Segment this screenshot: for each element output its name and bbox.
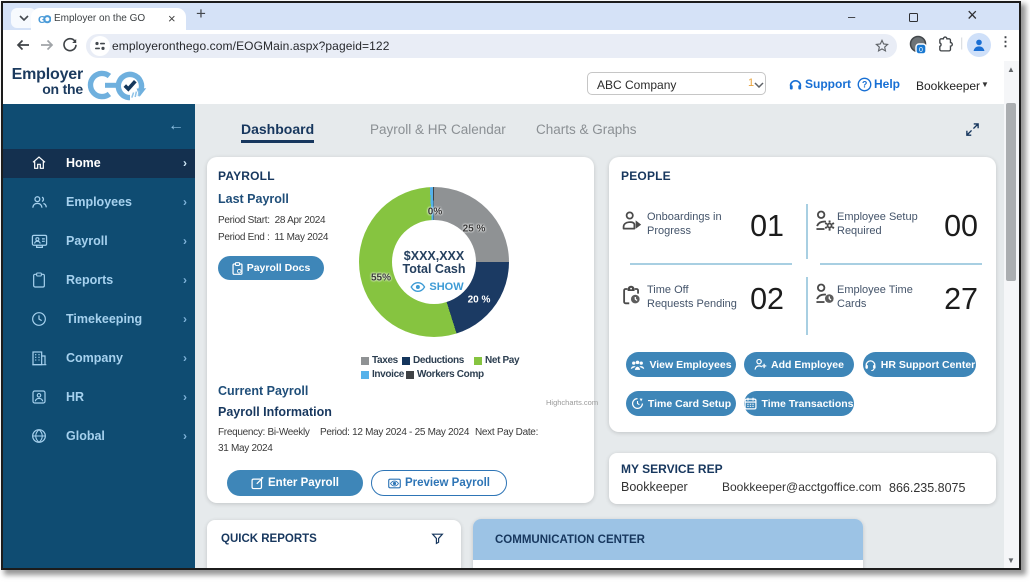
svg-text:G: G — [38, 14, 46, 25]
svg-text:0: 0 — [919, 47, 923, 54]
svg-text:?: ? — [862, 80, 867, 90]
